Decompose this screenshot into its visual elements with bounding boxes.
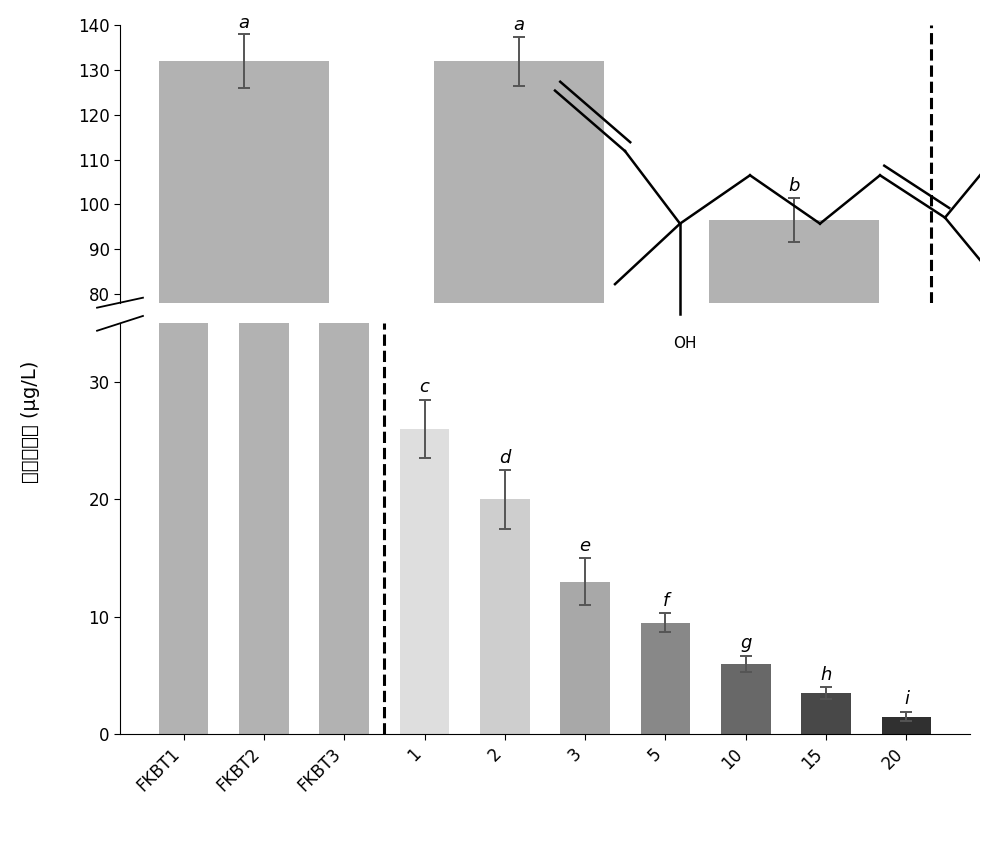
Text: a: a bbox=[238, 14, 249, 32]
Text: d: d bbox=[499, 449, 511, 467]
Text: g: g bbox=[740, 634, 752, 652]
Bar bbox=[159, 323, 208, 734]
Bar bbox=[709, 220, 879, 303]
Bar bbox=[239, 323, 289, 734]
Text: b: b bbox=[788, 177, 800, 195]
Bar bbox=[400, 429, 449, 734]
Text: e: e bbox=[580, 537, 591, 555]
Bar bbox=[641, 623, 690, 734]
Bar bbox=[560, 582, 610, 734]
Text: OH: OH bbox=[673, 336, 697, 350]
Text: a: a bbox=[513, 16, 524, 35]
Bar bbox=[480, 500, 530, 734]
Text: i: i bbox=[904, 690, 909, 708]
Text: c: c bbox=[420, 378, 429, 396]
Bar bbox=[319, 323, 369, 734]
Bar bbox=[801, 693, 851, 734]
Bar bbox=[159, 61, 329, 303]
Bar bbox=[882, 717, 931, 734]
Text: 芳樟醇浓度 (μg/L): 芳樟醇浓度 (μg/L) bbox=[20, 361, 40, 483]
Text: f: f bbox=[662, 592, 669, 610]
Text: h: h bbox=[820, 666, 832, 684]
Bar bbox=[721, 664, 771, 734]
Bar bbox=[434, 61, 604, 303]
